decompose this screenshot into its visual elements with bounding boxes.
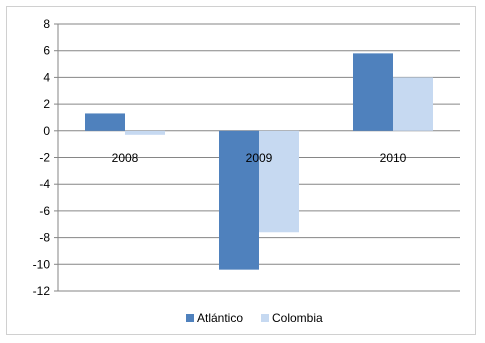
bar-atlntico-2010 bbox=[353, 53, 393, 131]
category-labels: 2008 2009 2010 bbox=[112, 151, 407, 165]
y-tick-label: -4 bbox=[39, 177, 50, 191]
y-tick-label: -6 bbox=[39, 204, 50, 218]
y-tick-label: -12 bbox=[33, 284, 51, 298]
category-label: 2008 bbox=[112, 151, 139, 165]
y-tick-label: -8 bbox=[39, 231, 50, 245]
bar-atlntico-2009 bbox=[219, 130, 259, 270]
legend-label: Atlántico bbox=[197, 311, 243, 325]
category-label: 2009 bbox=[246, 151, 273, 165]
bars bbox=[85, 53, 433, 270]
bar-colombia-2008 bbox=[125, 130, 165, 135]
bar-colombia-2010 bbox=[393, 77, 433, 131]
y-tick-label: 8 bbox=[43, 17, 50, 31]
legend-label: Colombia bbox=[272, 311, 323, 325]
axes bbox=[54, 23, 59, 292]
category-label: 2010 bbox=[380, 151, 407, 165]
legend: Atlántico Colombia bbox=[186, 311, 323, 325]
legend-swatch bbox=[186, 314, 194, 322]
y-tick-label: 6 bbox=[43, 44, 50, 58]
legend-swatch bbox=[261, 314, 269, 322]
y-tick-label: -10 bbox=[33, 257, 51, 271]
y-tick-label: 0 bbox=[43, 124, 50, 138]
y-tick-label: -2 bbox=[39, 151, 50, 165]
bar-colombia-2009 bbox=[259, 130, 299, 233]
bar-atlntico-2008 bbox=[85, 113, 125, 131]
y-tick-labels: 8 6 4 2 0 -2 -4 -6 -8 -10 -12 bbox=[33, 17, 51, 298]
y-tick-label: 4 bbox=[43, 70, 50, 84]
y-tick-label: 2 bbox=[43, 97, 50, 111]
chart-frame bbox=[6, 6, 476, 335]
